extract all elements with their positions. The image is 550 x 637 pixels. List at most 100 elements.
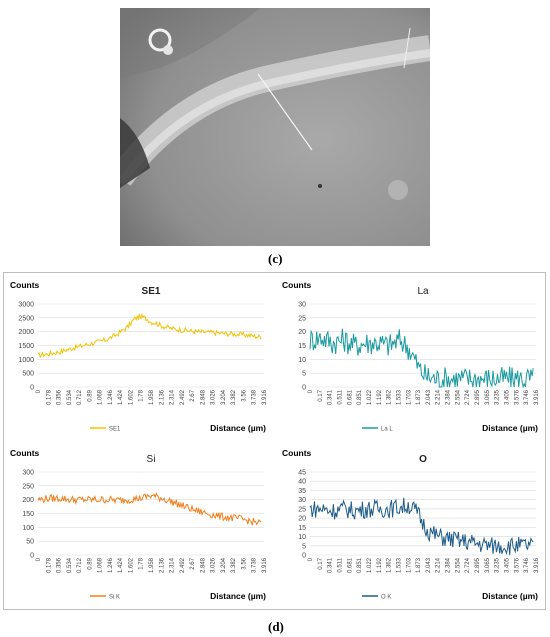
sem-micrograph-icon bbox=[120, 8, 430, 246]
chart-title: La bbox=[417, 286, 429, 297]
y-tick-label: 20 bbox=[298, 329, 306, 336]
legend-label: O K bbox=[381, 595, 391, 601]
y-tick-label: 300 bbox=[22, 470, 34, 477]
x-tick-label: 0.681 bbox=[347, 557, 353, 573]
x-tick-label: 1.602 bbox=[128, 557, 134, 573]
y-tick-label: 35 bbox=[298, 488, 306, 495]
y-tick-label: 20 bbox=[298, 516, 306, 523]
x-tick-label: 3.916 bbox=[262, 389, 268, 405]
x-tick-label: 0.851 bbox=[357, 557, 363, 573]
x-tick-label: 1.192 bbox=[377, 557, 383, 573]
x-tick-label: 3.235 bbox=[495, 389, 501, 405]
chart-title: Si bbox=[147, 454, 156, 465]
y-tick-label: 10 bbox=[298, 534, 306, 541]
x-tick-label: 3.916 bbox=[534, 557, 540, 573]
x-tick-label: 2.136 bbox=[159, 389, 165, 405]
x-tick-label: 1.703 bbox=[406, 389, 412, 405]
x-tick-label: 0.681 bbox=[347, 389, 353, 405]
x-tick-label: 1.703 bbox=[406, 557, 412, 573]
y-tick-label: 25 bbox=[298, 506, 306, 513]
y-tick-label: 25 bbox=[298, 315, 306, 322]
x-tick-label: 1.022 bbox=[367, 557, 373, 573]
y-axis-label: Counts bbox=[10, 448, 40, 458]
x-tick-label: 1.424 bbox=[118, 389, 124, 405]
x-tick-label: 1.533 bbox=[396, 389, 402, 405]
y-tick-label: 1500 bbox=[18, 343, 34, 350]
x-tick-label: 2.895 bbox=[475, 557, 481, 573]
x-tick-label: 0.17 bbox=[318, 557, 324, 569]
y-axis-label: Counts bbox=[282, 448, 312, 458]
chart-title: O bbox=[419, 454, 427, 465]
x-tick-label: 0 bbox=[308, 557, 314, 561]
y-axis-label: Counts bbox=[282, 280, 312, 290]
chart-title: SE1 bbox=[142, 286, 161, 297]
legend-label: Si K bbox=[109, 595, 120, 601]
x-tick-label: 3.204 bbox=[221, 389, 227, 405]
se1-line-chart: Counts SE1 0 500 1000 1500 2000 2500 3000 0 0.178 0… bbox=[10, 280, 268, 433]
x-tick-label: 3.204 bbox=[221, 557, 227, 573]
charts-frame bbox=[3, 272, 546, 610]
x-tick-label: 2.136 bbox=[159, 557, 165, 573]
series-line-la bbox=[309, 328, 534, 389]
series-line-si bbox=[37, 492, 262, 526]
x-tick-label: 2.724 bbox=[465, 389, 471, 405]
y-tick-label: 0 bbox=[302, 553, 306, 560]
x-tick-label: 2.848 bbox=[200, 557, 206, 573]
x-tick-label: 3.065 bbox=[485, 557, 491, 573]
x-tick-label: 0 bbox=[36, 557, 42, 561]
x-tick-label: 2.67 bbox=[190, 557, 196, 569]
series-line-se1 bbox=[37, 312, 262, 359]
x-tick-label: 3.56 bbox=[241, 389, 247, 401]
x-tick-label: 1.78 bbox=[139, 389, 145, 401]
x-tick-label: 3.746 bbox=[524, 389, 530, 405]
y-tick-label: 15 bbox=[298, 343, 306, 350]
x-tick-label: 0 bbox=[36, 389, 42, 393]
x-tick-label: 3.026 bbox=[211, 557, 217, 573]
x-tick-label: 2.848 bbox=[200, 389, 206, 405]
x-tick-label: 0 bbox=[308, 389, 314, 393]
x-tick-label: 1.192 bbox=[377, 389, 383, 405]
x-tick-label: 3.746 bbox=[524, 557, 530, 573]
x-tick-label: 3.916 bbox=[262, 557, 268, 573]
x-tick-label: 3.382 bbox=[231, 557, 237, 573]
x-tick-label: 1.424 bbox=[118, 557, 124, 573]
x-tick-label: 2.314 bbox=[170, 389, 176, 405]
y-tick-label: 0 bbox=[30, 385, 34, 392]
x-tick-label: 3.738 bbox=[252, 389, 258, 405]
y-tick-label: 5 bbox=[302, 371, 306, 378]
y-tick-label: 0 bbox=[30, 553, 34, 560]
x-tick-label: 2.492 bbox=[180, 557, 186, 573]
x-tick-label: 2.554 bbox=[455, 389, 461, 405]
x-tick-label: 2.554 bbox=[455, 557, 461, 573]
x-tick-label: 1.873 bbox=[416, 389, 422, 405]
y-tick-label: 150 bbox=[22, 511, 34, 518]
x-tick-label: 3.738 bbox=[252, 557, 258, 573]
x-tick-label: 2.384 bbox=[446, 389, 452, 405]
x-tick-label: 1.362 bbox=[387, 557, 393, 573]
x-tick-label: 0.178 bbox=[46, 389, 52, 405]
y-tick-label: 2000 bbox=[18, 329, 34, 336]
y-tick-label: 500 bbox=[22, 371, 34, 378]
y-tick-label: 30 bbox=[298, 497, 306, 504]
x-tick-label: 2.043 bbox=[426, 389, 432, 405]
panel-label-d: (d) bbox=[268, 619, 284, 634]
y-tick-label: 30 bbox=[298, 302, 306, 309]
x-tick-label: 2.043 bbox=[426, 557, 432, 573]
y-tick-label: 5 bbox=[302, 543, 306, 550]
x-tick-label: 2.214 bbox=[436, 389, 442, 405]
x-tick-label: 2.314 bbox=[170, 557, 176, 573]
y-tick-label: 10 bbox=[298, 357, 306, 364]
x-tick-label: 2.67 bbox=[190, 389, 196, 401]
x-tick-label: 1.068 bbox=[98, 557, 104, 573]
o-line-chart: Counts O 0 5 10 15 20 25 30 35 40 45 0 0.17 0.341 0.511… bbox=[282, 448, 540, 601]
x-tick-label: 3.405 bbox=[505, 557, 511, 573]
x-tick-label: 0.17 bbox=[318, 389, 324, 401]
x-tick-label: 3.026 bbox=[211, 389, 217, 405]
x-tick-label: 1.873 bbox=[416, 557, 422, 573]
x-tick-label: 1.068 bbox=[98, 389, 104, 405]
y-tick-label: 200 bbox=[22, 497, 34, 504]
x-tick-label: 0.534 bbox=[67, 557, 73, 573]
y-tick-label: 3000 bbox=[18, 302, 34, 309]
x-tick-label: 0.712 bbox=[77, 389, 83, 405]
legend-label: La L bbox=[381, 427, 393, 433]
